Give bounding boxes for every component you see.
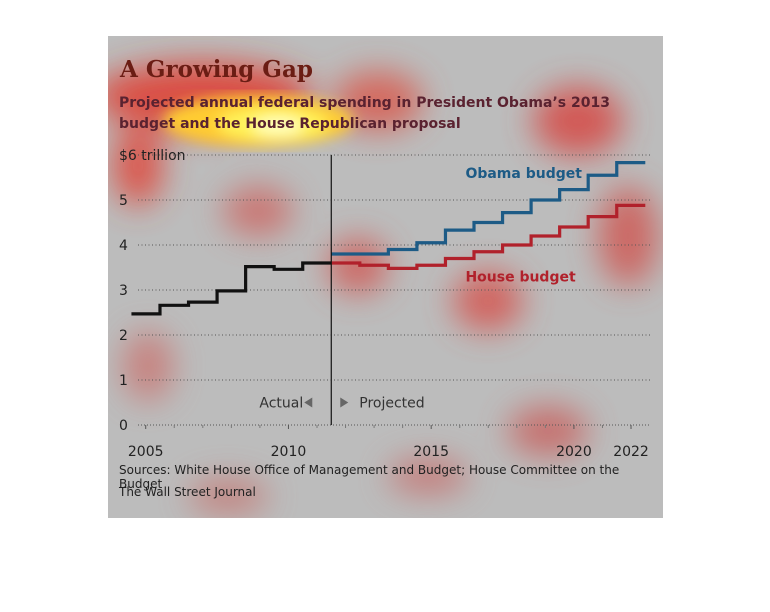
chart-area: 0 1 2 3 4 5 $6 trillion 2005 2010 2015 2020 2022 Ac…	[119, 148, 651, 460]
grid-lines	[138, 154, 651, 426]
axis-ticks: 0 1 2 3 4 5 $6 trillion 2005 2010 2015 2020 2022	[119, 148, 649, 460]
x-tick-label: 2020	[556, 444, 592, 460]
series-lines	[131, 161, 646, 316]
y-tick-label: 0	[119, 418, 128, 434]
y-tick-label: 3	[119, 283, 128, 299]
x-tick-label: 2010	[271, 444, 307, 460]
series-house-line	[331, 203, 646, 270]
y-tick-label: 4	[119, 238, 128, 254]
y-tick-label: 1	[119, 373, 128, 389]
x-tick-label: 2022	[613, 444, 649, 460]
y-tick-label: 5	[119, 193, 128, 209]
x-tick-label: 2005	[128, 444, 164, 460]
arrow-right-icon	[340, 397, 349, 408]
x-tick-label: 2015	[413, 444, 449, 460]
chart-title: A Growing Gap	[120, 56, 313, 83]
legend-obama-budget: Obama budget	[465, 166, 582, 182]
heatmap-overlay	[108, 36, 663, 518]
series-obama-line	[331, 161, 646, 256]
credit-note: The Wall Street Journal	[119, 485, 256, 499]
source-note: Sources: White House Office of Managemen…	[119, 463, 620, 491]
chart-panel: 0 1 2 3 4 5 $6 trillion 2005 2010 2015 2020 2022 Ac…	[108, 36, 663, 518]
chart-subtitle: Projected annual federal spending in Pre…	[119, 95, 610, 132]
annotation-actual: Actual	[259, 396, 303, 412]
legend-house-budget: House budget	[465, 270, 576, 286]
y-tick-label: $6 trillion	[119, 148, 186, 164]
y-tick-label: 2	[119, 328, 128, 344]
arrow-left-icon	[304, 397, 313, 408]
annotation-projected: Projected	[359, 396, 424, 412]
series-actual-line	[131, 261, 332, 316]
